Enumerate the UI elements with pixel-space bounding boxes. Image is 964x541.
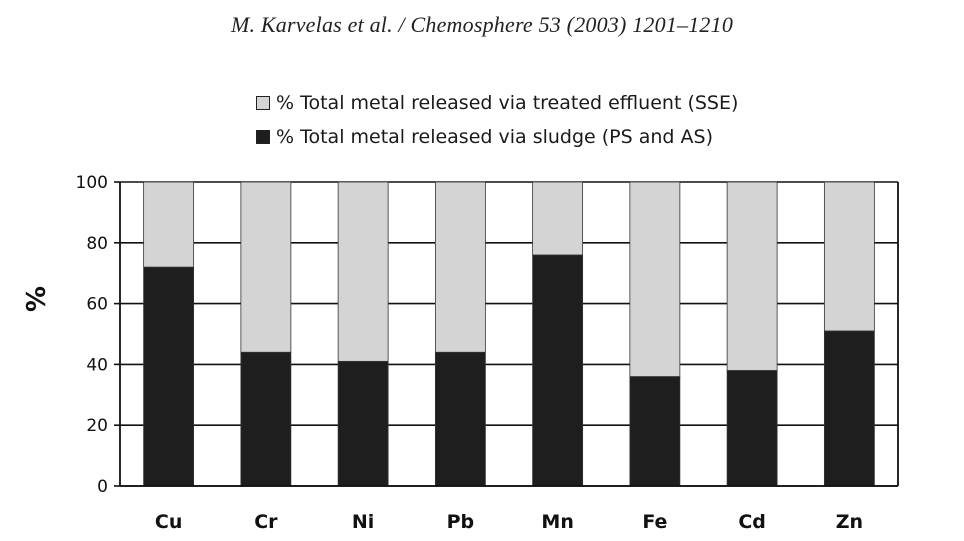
bar-sludge-fe (629, 376, 681, 487)
bar-effluent-zn (823, 181, 875, 332)
y-tick-label-80: 80 (86, 234, 108, 254)
legend-label-effluent: % Total metal released via treated efflu… (276, 92, 739, 114)
legend-item-sludge: % Total metal released via sludge (PS an… (256, 120, 738, 154)
x-tick-label-zn: Zn (836, 511, 863, 533)
bar-sludge-pb (434, 351, 486, 487)
legend-swatch-effluent (256, 96, 270, 110)
bar-effluent-pb (434, 181, 486, 353)
bar-effluent-ni (337, 181, 389, 362)
legend-item-effluent: % Total metal released via treated efflu… (256, 86, 738, 120)
y-tick-label-0: 0 (97, 477, 108, 497)
bar-sludge-cd (726, 370, 778, 487)
bar-sludge-zn (823, 330, 875, 487)
bar-sludge-mn (532, 254, 584, 487)
chart-legend: % Total metal released via treated efflu… (256, 86, 738, 154)
x-tick-label-cu: Cu (155, 511, 182, 533)
x-tick-label-fe: Fe (642, 511, 667, 533)
x-tick-label-cd: Cd (738, 511, 766, 533)
bar-effluent-cu (143, 181, 195, 268)
y-tick-label-40: 40 (86, 355, 108, 375)
bar-effluent-fe (629, 181, 681, 377)
bar-effluent-cr (240, 181, 292, 353)
x-tick-label-cr: Cr (254, 511, 278, 533)
y-tick-label-60: 60 (86, 295, 108, 315)
bar-sludge-cr (240, 351, 292, 487)
bar-sludge-ni (337, 360, 389, 487)
bar-sludge-cu (143, 266, 195, 487)
bar-effluent-cd (726, 181, 778, 371)
y-tick-label-100: 100 (76, 173, 108, 193)
y-tick-label-20: 20 (86, 416, 108, 436)
legend-label-sludge: % Total metal released via sludge (PS an… (276, 126, 713, 148)
bar-effluent-mn (532, 181, 584, 256)
x-tick-label-mn: Mn (541, 511, 573, 533)
x-tick-label-ni: Ni (352, 511, 374, 533)
legend-swatch-sludge (256, 130, 270, 144)
running-head: M. Karvelas et al. / Chemosphere 53 (200… (230, 12, 734, 37)
x-tick-label-pb: Pb (447, 511, 475, 533)
plot-area: 0 20 40 60 80 100 Cu Cr Ni Pb Mn Fe Cd Zn (76, 173, 899, 533)
